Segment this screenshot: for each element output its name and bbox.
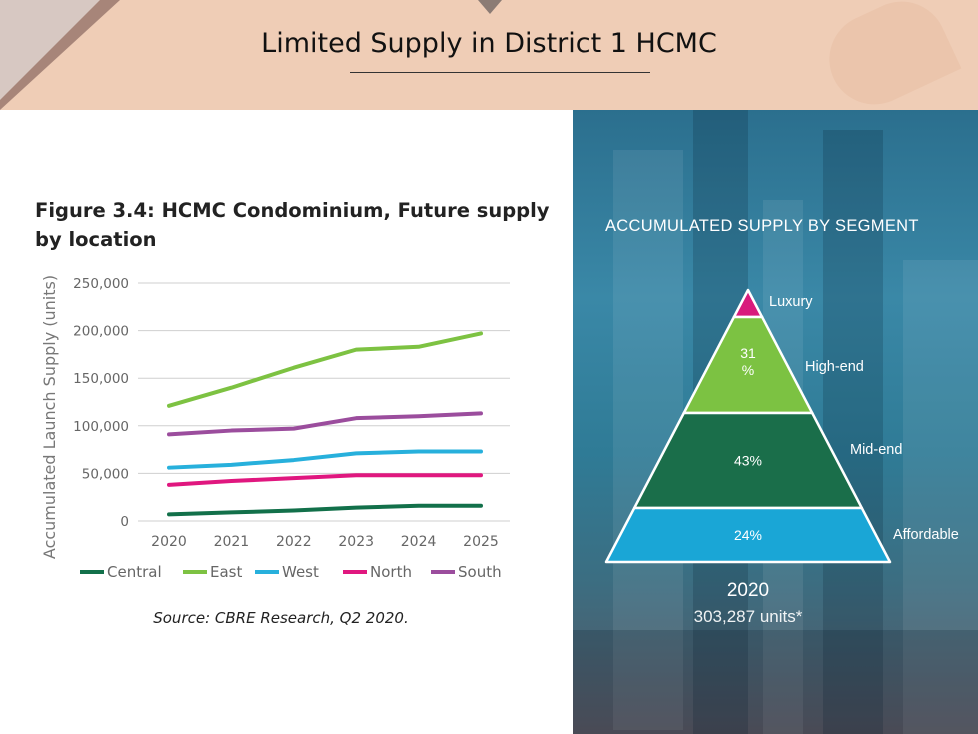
x-tick-label: 2021 (214, 534, 250, 550)
legend-label: South (458, 563, 502, 581)
y-tick-label: 200,000 (73, 324, 129, 340)
series-line-north (167, 473, 483, 487)
background-street (573, 630, 978, 734)
x-tick-label: 2023 (338, 534, 374, 550)
x-tick-label: 2024 (401, 534, 437, 550)
line-chart: 0 50,000 100,000 150,000 200,000 250,000 2020 2… (40, 275, 510, 581)
header-notch (478, 0, 502, 14)
series-line-west (167, 449, 483, 470)
segment-pyramid: Luxury 31% High-end 43% Mid-end 24% Affordable (604, 288, 959, 564)
pyramid-segment-value: 43% (734, 453, 762, 469)
pyramid-segment-name: Affordable (893, 527, 959, 543)
pyramid-segment-value: 31 (740, 345, 756, 361)
segment-panel: ACCUMULATED SUPPLY BY SEGMENT Luxury 31% H… (573, 110, 978, 734)
pyramid-total: 303,287 units* (693, 607, 803, 626)
pyramid-segment-name: Mid-end (850, 442, 902, 458)
pyramid-segment-name: Luxury (769, 294, 813, 310)
slide-header (0, 0, 978, 110)
background-building (903, 260, 978, 734)
legend-label: North (370, 563, 412, 581)
legend-label: East (210, 563, 242, 581)
figure-source: Source: CBRE Research, Q2 2020. (153, 609, 409, 627)
figure-title: Figure 3.4: HCMC Condominium, Future sup… (35, 199, 550, 251)
pyramid-segment-value: 24% (734, 527, 762, 543)
y-tick-label: 250,000 (73, 276, 129, 292)
y-tick-label: 0 (120, 514, 129, 530)
x-tick-label: 2022 (276, 534, 312, 550)
pyramid-segment-name: High-end (805, 359, 864, 375)
pyramid-segment-luxury (732, 288, 764, 319)
y-tick-label: 100,000 (73, 419, 129, 435)
legend-label: Central (107, 563, 162, 581)
series-line-east (167, 331, 483, 408)
title-underline (350, 72, 650, 73)
pyramid-segment-value: % (742, 362, 754, 378)
segment-panel-title: ACCUMULATED SUPPLY BY SEGMENT (605, 217, 919, 235)
slide-title: Limited Supply in District 1 HCMC (261, 28, 717, 59)
x-tick-label: 2025 (463, 534, 499, 550)
y-tick-label: 50,000 (82, 466, 129, 482)
pyramid-segment-affordable (604, 506, 892, 564)
series-line-south (167, 411, 483, 437)
header-decoration-left-inner (0, 0, 100, 100)
background-building (823, 130, 883, 734)
y-axis-label: Accumulated Launch Supply (units) (40, 275, 59, 559)
x-tick-label: 2020 (151, 534, 187, 550)
legend-label: West (282, 563, 319, 581)
pyramid-year: 2020 (726, 580, 770, 601)
series-line-central (167, 503, 483, 517)
y-tick-label: 150,000 (73, 371, 129, 387)
